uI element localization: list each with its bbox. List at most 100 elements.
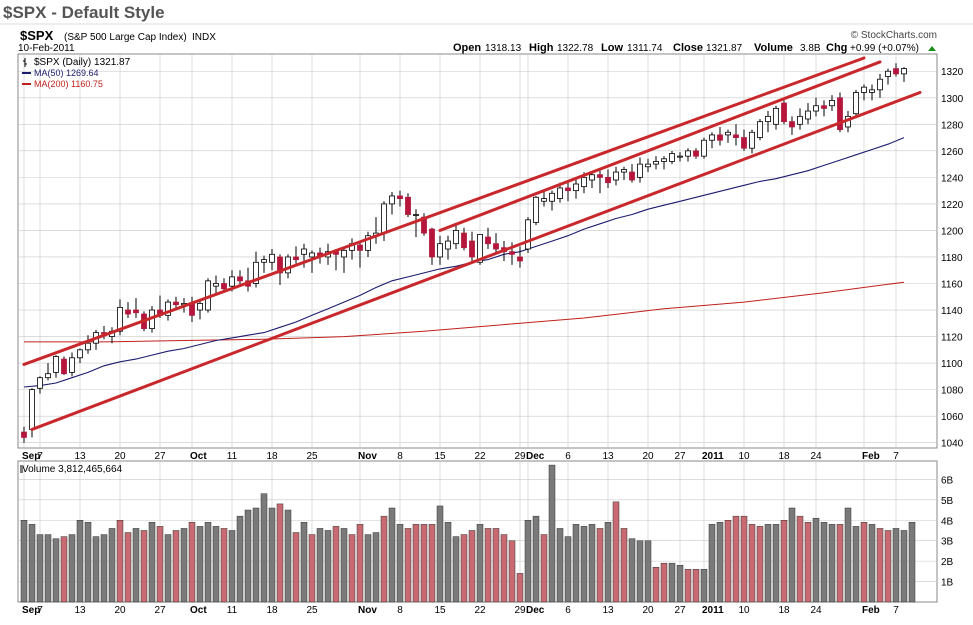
volume-bar xyxy=(620,528,628,603)
volume-tick-label: 5B xyxy=(941,496,954,507)
volume-bar xyxy=(28,524,36,603)
candle-body xyxy=(493,243,499,250)
volume-bar xyxy=(700,569,708,603)
day-tick-label: 27 xyxy=(154,605,166,616)
volume-bar xyxy=(716,522,724,603)
candle-body xyxy=(613,171,619,181)
candle xyxy=(837,92,843,133)
candle-body xyxy=(277,256,283,274)
volume-label: Volume xyxy=(754,42,793,54)
candle-body xyxy=(813,105,819,112)
candle-body xyxy=(301,248,307,255)
candle-body xyxy=(365,235,371,251)
legend-volume-swatch xyxy=(20,465,23,473)
candle xyxy=(469,231,475,263)
candle xyxy=(525,217,531,253)
watermark: © StockCharts.com xyxy=(851,30,937,41)
candle xyxy=(893,63,899,77)
candle xyxy=(749,129,755,154)
high-value: 1322.78 xyxy=(557,43,594,54)
day-tick-label: 8 xyxy=(397,605,403,616)
legend-volume: Volume 3,812,465,664 xyxy=(22,464,123,475)
candle xyxy=(565,182,571,202)
candle-body xyxy=(645,163,651,168)
candle-body xyxy=(437,243,443,258)
candle-body xyxy=(77,349,83,359)
candle-body xyxy=(413,214,419,216)
candle xyxy=(69,352,75,377)
price-tick-label: 1260 xyxy=(941,147,964,158)
candle xyxy=(357,241,363,268)
volume-bar xyxy=(156,526,164,603)
legend-ma50: MA(50) 1269.64 xyxy=(34,68,99,78)
price-tick-label: 1280 xyxy=(941,120,964,131)
volume-bar xyxy=(812,517,820,603)
volume-bar xyxy=(820,522,828,603)
volume-bar xyxy=(124,532,132,603)
day-tick-label: 7 xyxy=(37,451,43,462)
volume-bar xyxy=(860,522,868,603)
candle-body xyxy=(781,102,787,123)
candle-body xyxy=(237,276,243,282)
ma200-series xyxy=(24,281,905,343)
candle-body xyxy=(621,169,627,173)
candle xyxy=(869,84,875,101)
candle-body xyxy=(261,259,267,263)
candle-body xyxy=(37,377,43,389)
candle-body xyxy=(309,252,315,258)
candle xyxy=(669,150,675,165)
volume-bar xyxy=(100,534,108,603)
candle xyxy=(821,100,827,117)
month-tick-label: Oct xyxy=(190,451,207,462)
volume-bar xyxy=(524,520,532,603)
month-tick-label: Dec xyxy=(526,451,545,462)
price-tick-label: 1300 xyxy=(941,94,964,105)
day-tick-label: 24 xyxy=(810,605,822,616)
volume-bar xyxy=(76,520,84,603)
candle xyxy=(765,111,771,133)
volume-bar xyxy=(404,528,412,603)
volume-bar xyxy=(444,522,452,603)
candle xyxy=(885,68,891,85)
candle-body xyxy=(549,192,555,202)
candle xyxy=(61,356,67,376)
candle-body xyxy=(901,68,907,75)
volume-bar xyxy=(604,522,612,603)
candle xyxy=(757,119,763,141)
high-label: High xyxy=(529,42,554,54)
candle-body xyxy=(405,196,411,215)
volume-bar xyxy=(892,528,900,603)
candle-body xyxy=(821,105,827,109)
candle xyxy=(237,270,243,287)
low-label: Low xyxy=(601,42,623,54)
candle xyxy=(485,227,491,250)
trendline xyxy=(30,90,922,431)
volume-bar xyxy=(900,530,908,603)
day-tick-label: 25 xyxy=(306,451,318,462)
volume-bar xyxy=(868,524,876,603)
day-tick-label: 29 xyxy=(514,451,526,462)
candle-body xyxy=(477,234,483,263)
candle-body xyxy=(133,309,139,314)
volume-bar xyxy=(556,528,564,603)
candle-body xyxy=(357,244,363,251)
candle-body xyxy=(445,240,451,250)
candle-body xyxy=(717,134,723,141)
volume-bar xyxy=(412,524,420,603)
day-tick-label: 18 xyxy=(778,451,790,462)
candle-body xyxy=(597,174,603,178)
volume-bar xyxy=(316,528,324,603)
volume-bar xyxy=(348,534,356,603)
trendlines xyxy=(22,56,922,431)
volume-bar xyxy=(644,540,652,603)
volume-bar xyxy=(764,524,772,603)
price-tick-label: 1120 xyxy=(941,333,963,344)
candle xyxy=(197,299,203,320)
candle xyxy=(221,278,227,291)
volume-bar xyxy=(244,509,252,603)
day-tick-label: 7 xyxy=(37,605,43,616)
candle xyxy=(861,84,867,101)
candle-body xyxy=(533,196,539,223)
candle-body xyxy=(229,276,235,287)
candle xyxy=(597,169,603,194)
